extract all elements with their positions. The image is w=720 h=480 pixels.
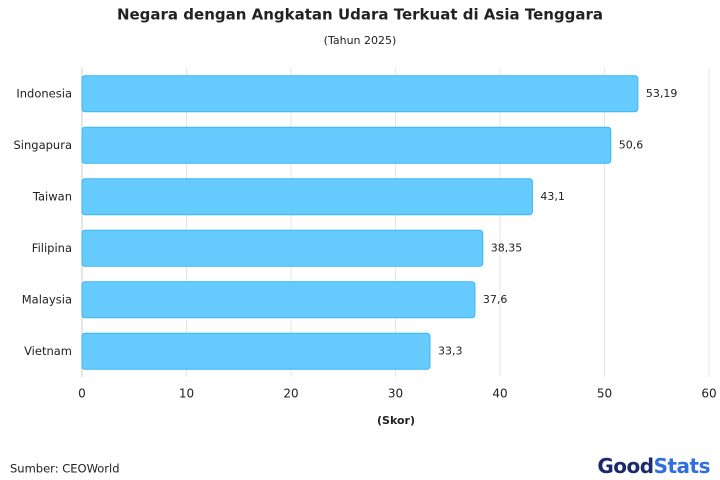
logo: GoodStats: [597, 454, 710, 478]
bar: [81, 75, 639, 113]
y-tick-label: Malaysia: [22, 292, 72, 306]
y-tick-label: Taiwan: [32, 189, 72, 203]
bar: [81, 281, 476, 319]
y-tick-label: Filipina: [32, 241, 72, 255]
value-label: 38,35: [491, 241, 523, 254]
x-tick-label: 50: [597, 387, 612, 401]
value-label: 37,6: [483, 293, 508, 306]
x-axis-label: (Skor): [377, 414, 415, 427]
chart-subtitle: (Tahun 2025): [324, 34, 397, 47]
logo-part: Good: [597, 454, 653, 478]
bar: [81, 229, 484, 267]
y-tick-label: Vietnam: [24, 344, 72, 358]
value-label: 43,1: [540, 190, 565, 203]
x-tick-label: 30: [388, 387, 403, 401]
source: Sumber: CEOWorld: [10, 462, 120, 476]
bar: [81, 178, 533, 216]
bar: [81, 332, 431, 370]
chart-title: Negara dengan Angkatan Udara Terkuat di …: [117, 6, 603, 24]
x-tick-label: 20: [283, 387, 298, 401]
x-tick-label: 60: [701, 387, 716, 401]
value-label: 53,19: [646, 87, 678, 100]
x-tick-label: 0: [78, 387, 86, 401]
x-tick-label: 40: [492, 387, 507, 401]
y-tick-label: Singapura: [14, 138, 73, 152]
y-tick-label: Indonesia: [16, 86, 72, 100]
logo-part: Stats: [654, 454, 710, 478]
value-label: 50,6: [619, 138, 644, 151]
x-tick-label: 10: [179, 387, 194, 401]
value-label: 33,3: [438, 344, 463, 357]
bar: [81, 126, 612, 164]
